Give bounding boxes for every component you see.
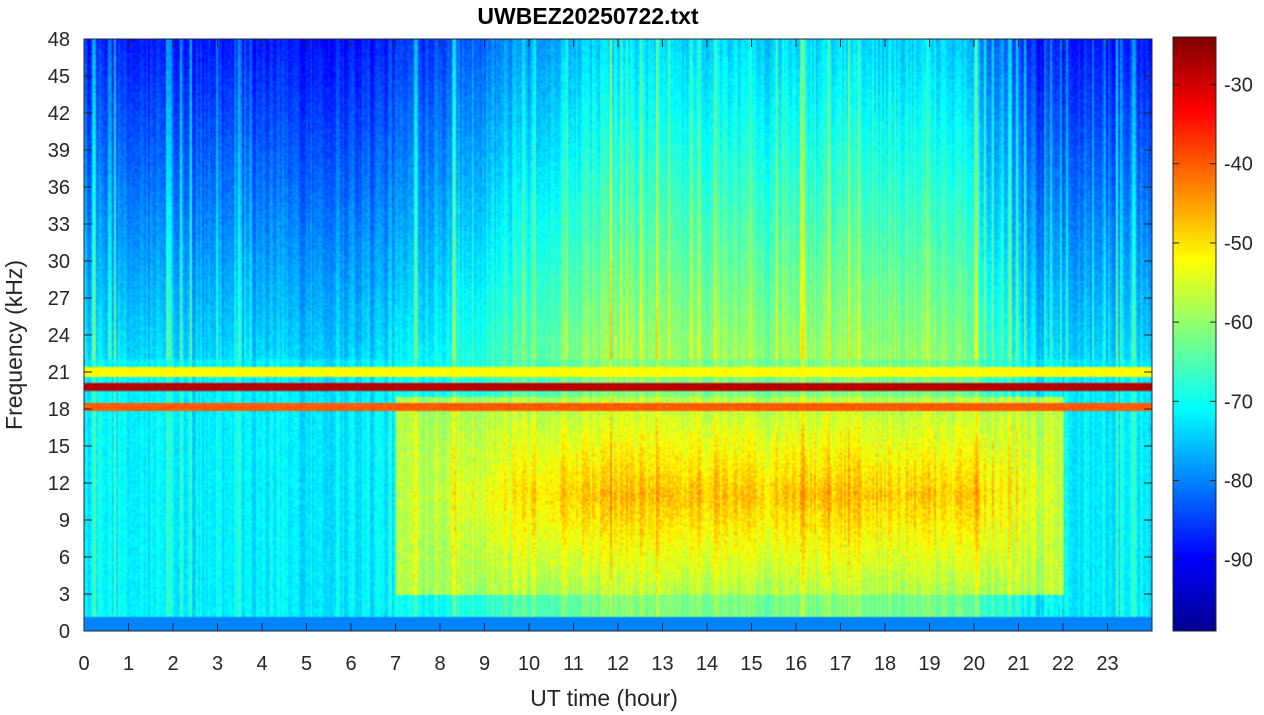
x-tick-label: 11 — [563, 653, 584, 675]
y-tick-label: 33 — [48, 214, 70, 236]
x-tick-label: 4 — [256, 653, 267, 675]
y-tick-label: 21 — [48, 362, 70, 384]
y-tick-label: 36 — [48, 177, 70, 199]
x-axis: 0 1 2 3 4 5 6 7 8 9 10 11 12 13 14 15 16 17 18 19 20 21 22 23 — [78, 39, 1119, 675]
colorbar-tick-label: -80 — [1224, 471, 1253, 493]
colorbar-tick-label: -70 — [1224, 391, 1253, 413]
colorbar-tick-label: -60 — [1224, 312, 1253, 334]
x-tick-label: 5 — [301, 653, 312, 675]
y-tick-label: 42 — [48, 103, 70, 125]
y-tick-label: 0 — [59, 621, 70, 643]
y-tick-label: 12 — [48, 473, 70, 495]
y-tick-label: 6 — [59, 547, 70, 569]
y-tick-label: 24 — [48, 325, 70, 347]
colorbar-gradient — [1172, 36, 1217, 632]
plot-area — [83, 38, 1153, 632]
x-tick-label: 2 — [167, 653, 178, 675]
x-tick-label: 19 — [918, 653, 940, 675]
y-tick-label: 45 — [48, 66, 70, 88]
y-tick-label: 48 — [48, 29, 70, 51]
x-tick-label: 10 — [518, 653, 540, 675]
spectrogram-heatmap — [84, 39, 1152, 631]
x-tick-label: 18 — [874, 653, 896, 675]
colorbar-tick-label: -90 — [1224, 550, 1253, 572]
colorbar-tick-label: -50 — [1224, 233, 1253, 255]
colorbar-tick-label: -30 — [1224, 75, 1253, 97]
x-tick-label: 21 — [1007, 653, 1029, 675]
chart-title: UWBEZ20250722.txt — [477, 3, 698, 29]
x-tick-label: 3 — [212, 653, 223, 675]
x-tick-label: 9 — [479, 653, 490, 675]
x-tick-label: 7 — [390, 653, 401, 675]
y-tick-label: 18 — [48, 399, 70, 421]
y-tick-label: 9 — [59, 510, 70, 532]
y-tick-label: 39 — [48, 140, 70, 162]
x-tick-label: 8 — [434, 653, 445, 675]
x-axis-title: UT time (hour) — [530, 685, 678, 711]
y-tick-label: 3 — [59, 584, 70, 606]
x-tick-label: 15 — [740, 653, 762, 675]
colorbar: -90 -80 -70 -60 -50 -40 -30 — [1172, 36, 1253, 632]
x-tick-label: 20 — [963, 653, 985, 675]
y-tick-label: 27 — [48, 288, 70, 310]
y-tick-label: 15 — [48, 436, 70, 458]
y-tick-label: 30 — [48, 251, 70, 273]
x-tick-label: 14 — [696, 653, 718, 675]
x-tick-label: 22 — [1052, 653, 1074, 675]
x-tick-label: 12 — [607, 653, 629, 675]
x-tick-label: 0 — [78, 653, 89, 675]
y-axis-title: Frequency (kHz) — [1, 260, 27, 430]
x-tick-label: 13 — [651, 653, 673, 675]
x-tick-label: 17 — [829, 653, 851, 675]
x-tick-label: 16 — [785, 653, 807, 675]
x-tick-label: 23 — [1096, 653, 1118, 675]
x-tick-label: 1 — [123, 653, 134, 675]
colorbar-tick-label: -40 — [1224, 154, 1253, 176]
x-tick-label: 6 — [345, 653, 356, 675]
